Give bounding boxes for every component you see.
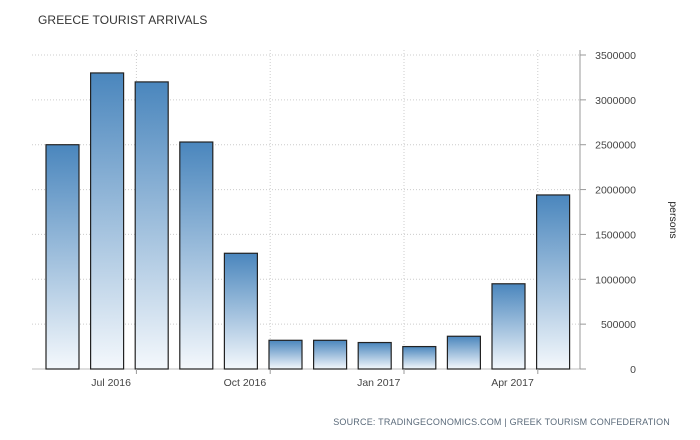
chart-title: GREECE TOURIST ARRIVALS [38,13,208,27]
y-tick-label: 500000 [601,319,636,331]
bar-apr-2017 [491,283,526,370]
x-tick-label: Jan 2017 [357,377,400,389]
source-note: SOURCE: TRADINGECONOMICS.COM | GREEK TOU… [333,417,670,427]
bar-aug-2016 [134,81,169,370]
y-axis-label: persons [667,201,679,238]
x-tick-label: Apr 2017 [491,377,534,389]
bar-jan-2017 [357,341,392,370]
bar-dec-2016 [313,339,348,370]
y-tick-label: 3500000 [595,50,636,62]
y-tick-label: 2000000 [595,185,636,197]
bars-group [45,72,571,370]
y-tick-label: 1500000 [595,229,636,241]
y-tick-label: 0 [630,364,636,376]
y-tick-label: 3000000 [595,95,636,107]
bar-jul-2016 [89,72,125,370]
bar-sep-2016 [179,141,214,370]
x-tick-label: Jul 2016 [91,377,131,389]
y-axis-ticks: 0 500000 1000000 1500000 2000000 2500000 30000… [579,50,636,376]
bar-jun-2016 [45,144,80,370]
bar-may-2017 [535,194,571,370]
bar-feb-2017 [402,345,437,370]
bar-mar-2017 [446,335,481,370]
y-tick-label: 1000000 [595,274,636,286]
bar-oct-2016 [223,252,258,370]
x-axis-ticks: Jul 2016 Oct 2016 Jan 2017 Apr 2017 [91,369,539,389]
y-tick-label: 2500000 [595,140,636,152]
x-tick-label: Oct 2016 [224,377,267,389]
bar-nov-2016 [268,339,303,370]
